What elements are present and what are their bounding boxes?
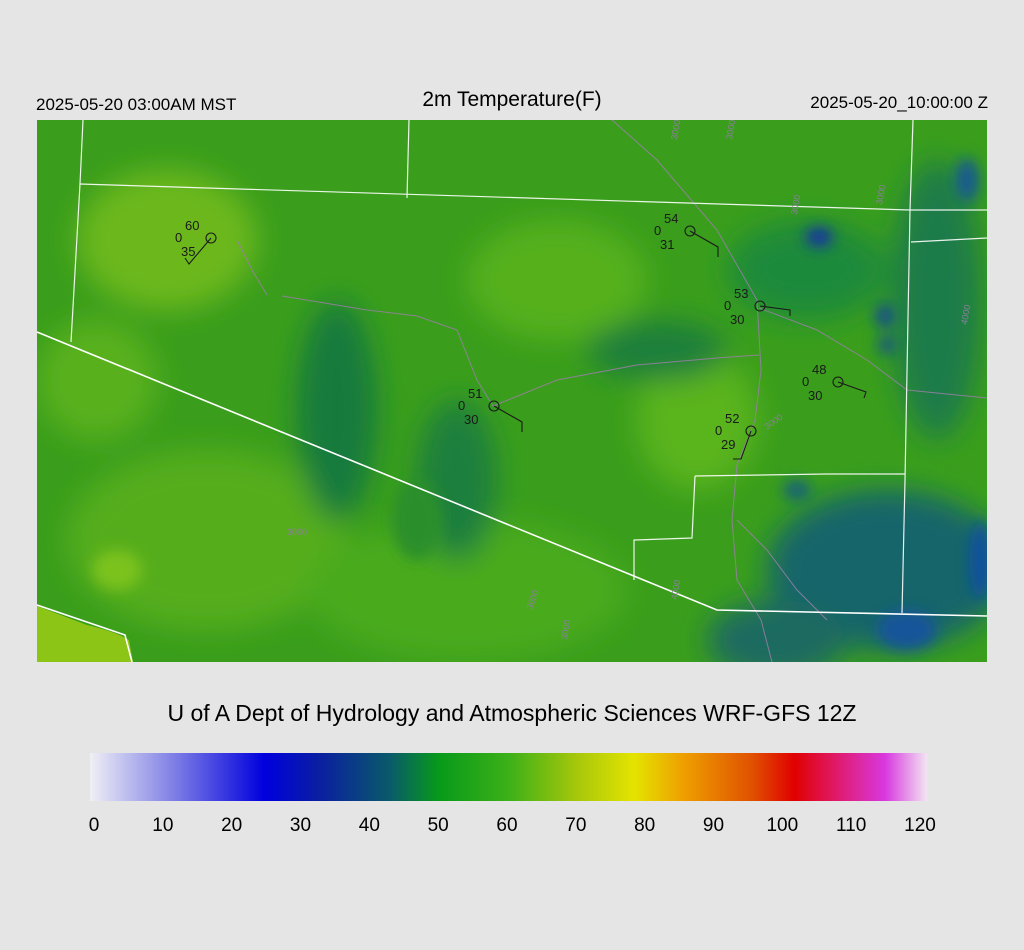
- station-circle: [745, 425, 757, 437]
- station-temp: 60: [185, 218, 199, 233]
- station-precip: 0: [175, 230, 182, 245]
- colorbar-tick-label: 100: [766, 815, 799, 836]
- contour-label: 3000: [559, 619, 572, 640]
- temperature-colorbar: [90, 753, 927, 801]
- wind-barb: [689, 230, 719, 257]
- station-temp: 51: [468, 386, 482, 401]
- colorbar-tick-label: 30: [289, 815, 312, 836]
- colorbar-tick-label: 50: [427, 815, 449, 836]
- contour-label: 3000: [287, 527, 307, 537]
- station-circle: [205, 232, 217, 244]
- colorbar-tick-label: 10: [152, 815, 174, 836]
- contour-label: 3000: [669, 120, 682, 140]
- contour-label: 3000: [874, 184, 887, 205]
- colorbar-tick-label: 40: [358, 815, 380, 836]
- station-circle: [832, 376, 844, 388]
- station-temp: 52: [725, 411, 739, 426]
- station-temp: 48: [812, 362, 826, 377]
- wind-barb: [759, 305, 791, 316]
- temperature-map: 3000 3000 3000 3000 3000 3000 3000 3000 4000 4000…: [37, 120, 987, 662]
- station-precip: 0: [654, 223, 661, 238]
- contour-label: 4000: [669, 579, 682, 600]
- station-circle: [754, 300, 766, 312]
- wind-barb: [733, 430, 752, 460]
- valid-local-time: 2025-05-20 03:00AM MST: [36, 95, 237, 114]
- colorbar-tick-label: 20: [221, 815, 243, 836]
- colorbar-tick-label: 70: [565, 815, 587, 836]
- station-dewpoint: 31: [660, 237, 674, 252]
- colorbar-tick-label: 60: [496, 815, 518, 836]
- colorbar-tick-label: 0: [88, 815, 100, 836]
- station-dewpoint: 35: [181, 244, 195, 259]
- station-precip: 0: [724, 298, 731, 313]
- colorbar-tick-label: 120: [904, 815, 936, 836]
- contour-label: 3000: [724, 120, 737, 140]
- station-circle: [488, 400, 500, 412]
- station-precip: 0: [458, 398, 465, 413]
- station-dewpoint: 30: [730, 312, 744, 327]
- contour-label: 4000: [959, 304, 972, 325]
- station-precip: 0: [802, 374, 809, 389]
- station-precip: 0: [715, 423, 722, 438]
- station-circle: [684, 225, 696, 237]
- station-temp: 54: [664, 211, 678, 226]
- contour-label: 3000: [789, 194, 802, 215]
- colorbar-tick-label: 80: [634, 815, 656, 836]
- map-title: 2m Temperature(F): [422, 88, 602, 111]
- colorbar-tick-label: 110: [836, 815, 867, 836]
- station-temp: 53: [734, 286, 748, 301]
- model-credit: U of A Dept of Hydrology and Atmospheric…: [167, 700, 857, 726]
- station-dewpoint: 29: [721, 437, 735, 452]
- colorbar-tick-label: 90: [702, 815, 725, 836]
- station-dewpoint: 30: [464, 412, 478, 427]
- valid-utc-time: 2025-05-20_10:00:00 Z: [810, 93, 988, 112]
- wind-barb: [493, 405, 523, 432]
- station-dewpoint: 30: [808, 388, 822, 403]
- wind-barb: [837, 381, 867, 399]
- wind-barb: [184, 237, 212, 265]
